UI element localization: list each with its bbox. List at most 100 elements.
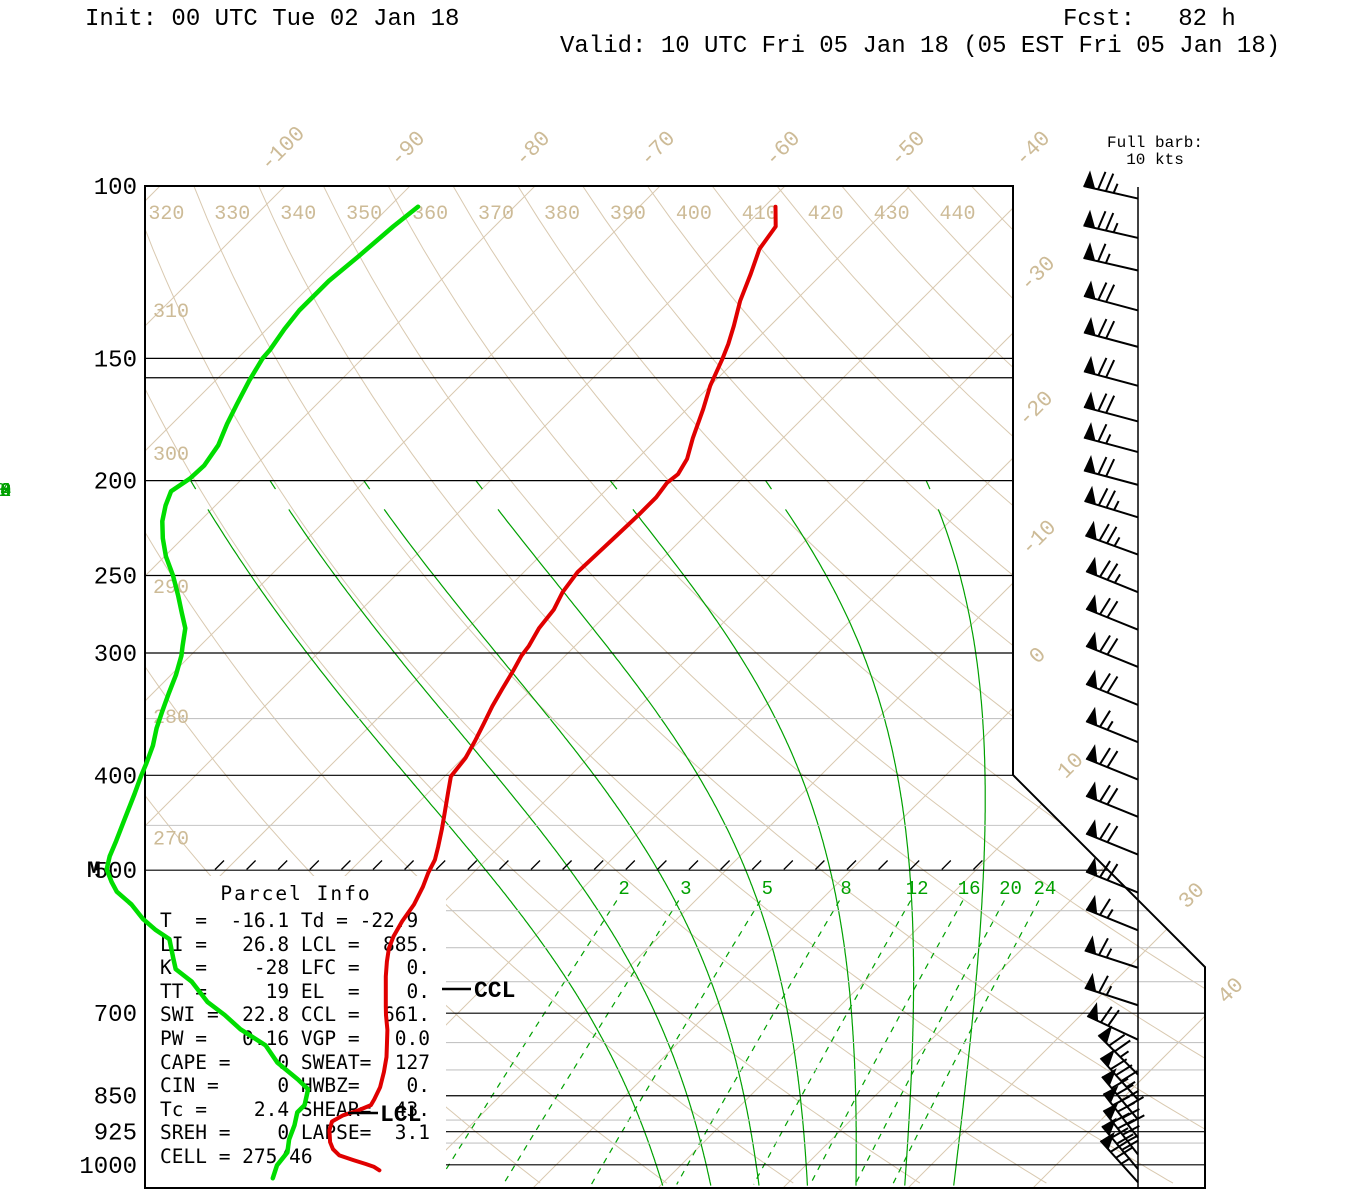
pressure-axis-label: 150 <box>94 347 137 374</box>
barb-full <box>1112 1112 1131 1124</box>
500hpa-tick <box>878 860 889 870</box>
barb-full <box>1105 458 1116 477</box>
500hpa-tick <box>846 860 857 870</box>
wind-barb-shaft <box>1085 645 1139 668</box>
barb-half <box>1106 720 1114 731</box>
mixing-ratio-label: 20 <box>999 878 1022 900</box>
plot-interior <box>145 186 1205 1188</box>
wind-barb-shaft <box>1083 331 1139 348</box>
barb-full <box>1097 210 1107 230</box>
barb-full <box>1115 1146 1133 1159</box>
wind-barb <box>1085 594 1139 631</box>
500hpa-tick <box>530 860 541 870</box>
moist-adiabat-line <box>363 480 760 1186</box>
500hpa-tick <box>783 860 794 870</box>
lcl-marker-label: LCL <box>380 1102 421 1128</box>
dry-adiabat-label-top: 400 <box>676 203 712 226</box>
barb-full <box>1098 523 1110 542</box>
wind-barb <box>1099 1131 1139 1183</box>
wind-barb <box>1097 1025 1139 1076</box>
wind-barb <box>1083 422 1139 454</box>
mixing-ratio-label: 5 <box>762 878 773 900</box>
moist-adiabat-line <box>609 480 857 1186</box>
barb-pennant <box>1102 1117 1117 1136</box>
barb-pennant <box>1086 894 1098 914</box>
wind-barb-shaft <box>1083 469 1139 486</box>
moist-adiabat-line <box>925 480 986 1186</box>
barb-pennant <box>1083 422 1096 441</box>
dewpoint-curve <box>104 204 421 1181</box>
isotherm-label-top: -50 <box>885 126 931 172</box>
barb-full <box>1097 423 1108 442</box>
500hpa-tick <box>435 860 446 870</box>
dry-adiabat-label-top: 380 <box>544 203 580 226</box>
barb-full <box>1097 171 1107 190</box>
dry-adiabat-label-top: 390 <box>610 203 646 226</box>
wind-barb <box>1099 1049 1139 1101</box>
barb-pennant <box>1086 744 1098 764</box>
barb-full <box>1099 710 1111 728</box>
dry-adiabat-label-left: 290 <box>153 577 189 600</box>
barb-half <box>1113 573 1121 584</box>
barb-full <box>1114 1039 1131 1053</box>
500hpa-tick <box>246 860 257 870</box>
barb-full <box>1099 822 1111 840</box>
barb-full <box>1097 393 1108 412</box>
barb-pennant <box>1086 631 1098 651</box>
barb-full <box>1099 747 1111 765</box>
barb-full <box>1106 787 1119 805</box>
wind-barb <box>1083 316 1139 348</box>
barb-full <box>1105 490 1116 509</box>
barb-full <box>1099 560 1111 578</box>
barb-pennant <box>1083 454 1096 474</box>
valid-time-label: Valid: 10 UTC Fri 05 Jan 18 (05 EST Fri … <box>560 33 1281 60</box>
barb-half <box>1126 1080 1136 1088</box>
barb-pennant <box>1084 485 1096 505</box>
mixing-ratio-label: 8 <box>840 878 851 900</box>
wind-barb <box>1083 170 1139 200</box>
dry-adiabat-line <box>145 186 921 1184</box>
mixing-ratio-line <box>854 900 1005 1185</box>
isotherm-label-side: -20 <box>1013 386 1059 432</box>
barb-pennant <box>1083 209 1096 229</box>
barb-pennant <box>1100 1131 1115 1150</box>
barb-full <box>1112 1095 1131 1107</box>
barb-full <box>1117 1118 1135 1130</box>
pressure-axis-label: 1000 <box>79 1154 137 1181</box>
mixing-ratio-label: 12 <box>906 878 929 900</box>
mixing-ratio-label: 2 <box>618 878 629 900</box>
pressure-axis-label: 925 <box>94 1121 137 1148</box>
wind-barb <box>1086 1002 1139 1041</box>
isotherm-label-top: -100 <box>256 122 311 177</box>
isotherm-label-top: -40 <box>1010 126 1056 172</box>
dry-adiabat-label-top: 430 <box>874 203 910 226</box>
dry-adiabat-label-top: 320 <box>148 203 184 226</box>
barb-full <box>1104 173 1115 192</box>
barb-pennant <box>1084 972 1097 992</box>
wind-barb <box>1083 355 1139 387</box>
barb-full <box>1121 1139 1139 1151</box>
barb-half <box>1119 1050 1130 1058</box>
parcel-row: K = -28 LFC = 0. <box>160 956 431 980</box>
m-level-marker: M <box>87 858 101 884</box>
wind-barb-shaft <box>1083 436 1139 454</box>
barb-half <box>1104 253 1111 264</box>
dry-adiabat-label-top: 420 <box>808 203 844 226</box>
barb-full <box>1105 284 1116 303</box>
wind-barb-shaft <box>1083 370 1139 387</box>
isotherm-label-side: -10 <box>1016 515 1062 561</box>
mixing-ratio-line <box>676 900 841 1185</box>
wind-barb-shaft <box>1097 1034 1139 1076</box>
parcel-info-box: Parcel Info T = -16.1 Td = -22.9 LI = 26.… <box>146 876 446 1188</box>
barb-full <box>1099 784 1111 802</box>
500hpa-tick <box>814 860 825 870</box>
parcel-row: CIN = 0 HWBZ= 0. <box>160 1074 431 1098</box>
barb-full <box>1104 212 1115 231</box>
wind-barb <box>1083 280 1139 312</box>
500hpa-tick <box>498 860 509 870</box>
barb-pennant <box>1083 355 1096 375</box>
wind-barb <box>1085 556 1139 594</box>
parcel-row: Tc = 2.4 SHEAR= 43. <box>160 1097 431 1121</box>
wind-barb <box>1083 454 1139 486</box>
